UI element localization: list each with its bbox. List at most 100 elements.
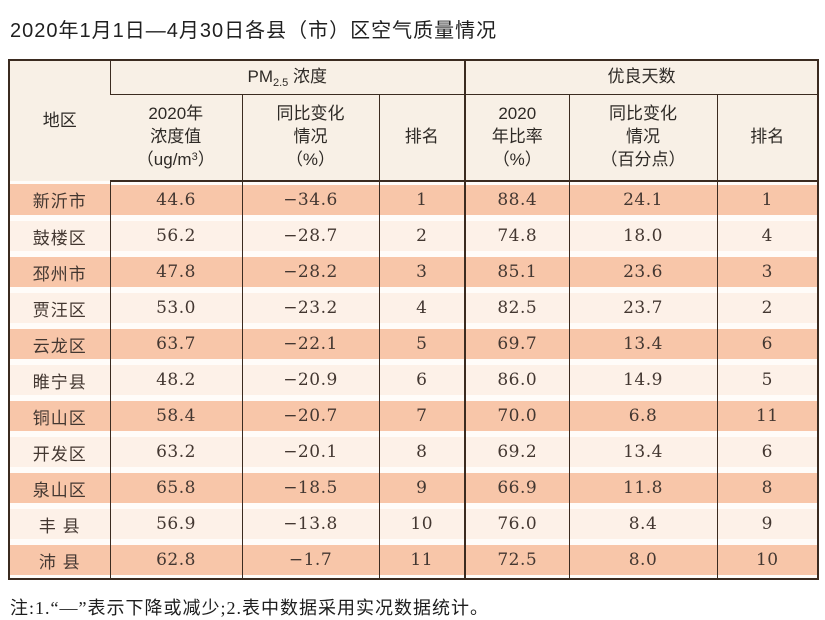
header-line: 情况: [293, 127, 328, 147]
header-region-label: 地区: [42, 110, 77, 130]
header-pm-change: 同比变化 情况 （%）: [241, 94, 379, 182]
cell-pm_change: −20.9: [241, 362, 379, 398]
header-line: 年比率: [491, 127, 543, 147]
cell-pm_rank: 9: [378, 470, 465, 506]
header-good-rank: 排名: [716, 94, 819, 182]
pm25-prefix: PM: [247, 67, 273, 87]
header-line: 同比变化: [609, 104, 677, 124]
cell-pm_value: 56.9: [109, 506, 242, 542]
cell-pm_value: 48.2: [109, 362, 242, 398]
header-line: 2020年: [148, 104, 204, 124]
cell-good_rank: 8: [716, 470, 819, 506]
cell-good_change: 24.1: [568, 181, 717, 218]
cell-pm_change: −28.2: [241, 254, 379, 290]
header-line: （%）: [285, 149, 336, 169]
cell-pm_value: 56.2: [109, 218, 242, 254]
cell-good_change: 14.9: [568, 362, 717, 398]
header-line: 排名: [404, 127, 439, 147]
cell-good_rate: 66.9: [464, 470, 569, 506]
pm25-suffix: 浓度: [288, 67, 328, 87]
cell-pm_rank: 3: [378, 254, 465, 290]
cell-good_change: 13.4: [568, 434, 717, 470]
cell-good_change: 23.6: [568, 254, 717, 290]
cell-pm_value: 58.4: [109, 398, 242, 434]
air-quality-table: 地区 PM2.5 浓度 优良天数 2020年 浓度值 （ug/m3） 同比变化 …: [8, 59, 820, 580]
header-sub-row: 2020年 浓度值 （ug/m3） 同比变化 情况 （%） 排名 2020 年比…: [9, 94, 819, 182]
cell-good_rank: 9: [716, 506, 819, 542]
header-line: （%）: [492, 149, 542, 169]
cell-pm_value: 63.2: [109, 434, 242, 470]
header-line: 浓度值: [150, 127, 202, 147]
cell-good_rate: 85.1: [464, 254, 569, 290]
cell-good_rank: 1: [716, 181, 819, 218]
footnote: 注:1.“—”表示下降或减少;2.表中数据采用实况数据统计。: [10, 598, 489, 618]
header-group-good-days: 优良天数: [463, 60, 819, 95]
header-line: 情况: [626, 127, 660, 147]
cell-region: 泉山区: [9, 470, 110, 506]
cell-good_change: 23.7: [568, 290, 717, 326]
cell-pm_rank: 10: [378, 506, 465, 542]
cell-good_rank: 2: [716, 290, 819, 326]
table-row: 铜山区 58.4 −20.7 7 70.0 6.8 11: [9, 398, 819, 434]
cell-good_rank: 6: [716, 326, 819, 362]
cell-pm_rank: 6: [378, 362, 465, 398]
table-body: 新沂市 44.6 −34.6 1 88.4 24.1 1 鼓楼区 56.2 −28.7 2 74.8 1…: [9, 181, 819, 579]
header-group-pm25: PM2.5 浓度: [109, 60, 465, 95]
cell-pm_change: −18.5: [241, 470, 379, 506]
cell-good_rank: 3: [716, 254, 819, 290]
unit-pre: （ug/m: [136, 149, 192, 169]
cell-pm_rank: 1: [378, 181, 465, 218]
cell-pm_change: −20.1: [241, 434, 379, 470]
cell-pm_rank: 8: [378, 434, 465, 470]
table-row: 新沂市 44.6 −34.6 1 88.4 24.1 1: [9, 181, 819, 218]
cell-good_rate: 69.2: [464, 434, 569, 470]
header-region: 地区: [9, 60, 110, 181]
cell-pm_value: 62.8: [109, 542, 242, 579]
cell-pm_rank: 5: [378, 326, 465, 362]
table-row: 邳州市 47.8 −28.2 3 85.1 23.6 3: [9, 254, 819, 290]
cell-pm_change: −1.7: [241, 542, 379, 579]
cell-pm_value: 65.8: [109, 470, 242, 506]
cell-region: 沛 县: [9, 542, 110, 579]
header-unit: （ug/m3）: [137, 150, 215, 169]
table-row: 开发区 63.2 −20.1 8 69.2 13.4 6: [9, 434, 819, 470]
header-pm-value: 2020年 浓度值 （ug/m3）: [110, 94, 242, 182]
header-line: 排名: [750, 127, 785, 147]
cell-good_change: 18.0: [568, 218, 717, 254]
cell-region: 睢宁县: [9, 362, 110, 398]
page-title: 2020年1月1日—4月30日各县（市）区空气质量情况: [10, 20, 498, 42]
table-row: 泉山区 65.8 −18.5 9 66.9 11.8 8: [9, 470, 819, 506]
header-good-change: 同比变化 情况 （百分点）: [568, 94, 717, 182]
table-row: 睢宁县 48.2 −20.9 6 86.0 14.9 5: [9, 362, 819, 398]
cell-good_rate: 69.7: [464, 326, 569, 362]
cell-good_change: 8.4: [568, 506, 717, 542]
cell-region: 贾汪区: [9, 290, 110, 326]
table-row: 鼓楼区 56.2 −28.7 2 74.8 18.0 4: [9, 218, 819, 254]
cell-good_rank: 10: [716, 542, 819, 579]
cell-pm_value: 63.7: [109, 326, 242, 362]
table-row: 贾汪区 53.0 −23.2 4 82.5 23.7 2: [9, 290, 819, 326]
header-good-rate: 2020 年比率 （%）: [464, 94, 569, 182]
cell-pm_change: −13.8: [241, 506, 379, 542]
cell-good_rate: 82.5: [464, 290, 569, 326]
cell-good_rate: 74.8: [464, 218, 569, 254]
header-line: （百分点）: [600, 149, 686, 169]
good-days-label: 优良天数: [607, 67, 676, 87]
header-line: 同比变化: [276, 104, 345, 124]
header-pm-rank: 排名: [378, 94, 465, 182]
cell-pm_value: 53.0: [109, 290, 242, 326]
header-line: 2020: [498, 104, 537, 124]
cell-region: 开发区: [9, 434, 110, 470]
cell-good_rank: 11: [716, 398, 819, 434]
cell-good_rate: 72.5: [464, 542, 569, 579]
cell-region: 铜山区: [9, 398, 110, 434]
cell-good_rate: 70.0: [464, 398, 569, 434]
table-row: 云龙区 63.7 −22.1 5 69.7 13.4 6: [9, 326, 819, 362]
pm25-subscript: 2.5: [272, 77, 289, 90]
unit-post: ）: [197, 149, 215, 169]
table-header: 地区 PM2.5 浓度 优良天数 2020年 浓度值 （ug/m3） 同比变化 …: [9, 60, 819, 182]
cell-pm_rank: 7: [378, 398, 465, 434]
cell-good_rate: 76.0: [464, 506, 569, 542]
cell-pm_value: 47.8: [109, 254, 242, 290]
